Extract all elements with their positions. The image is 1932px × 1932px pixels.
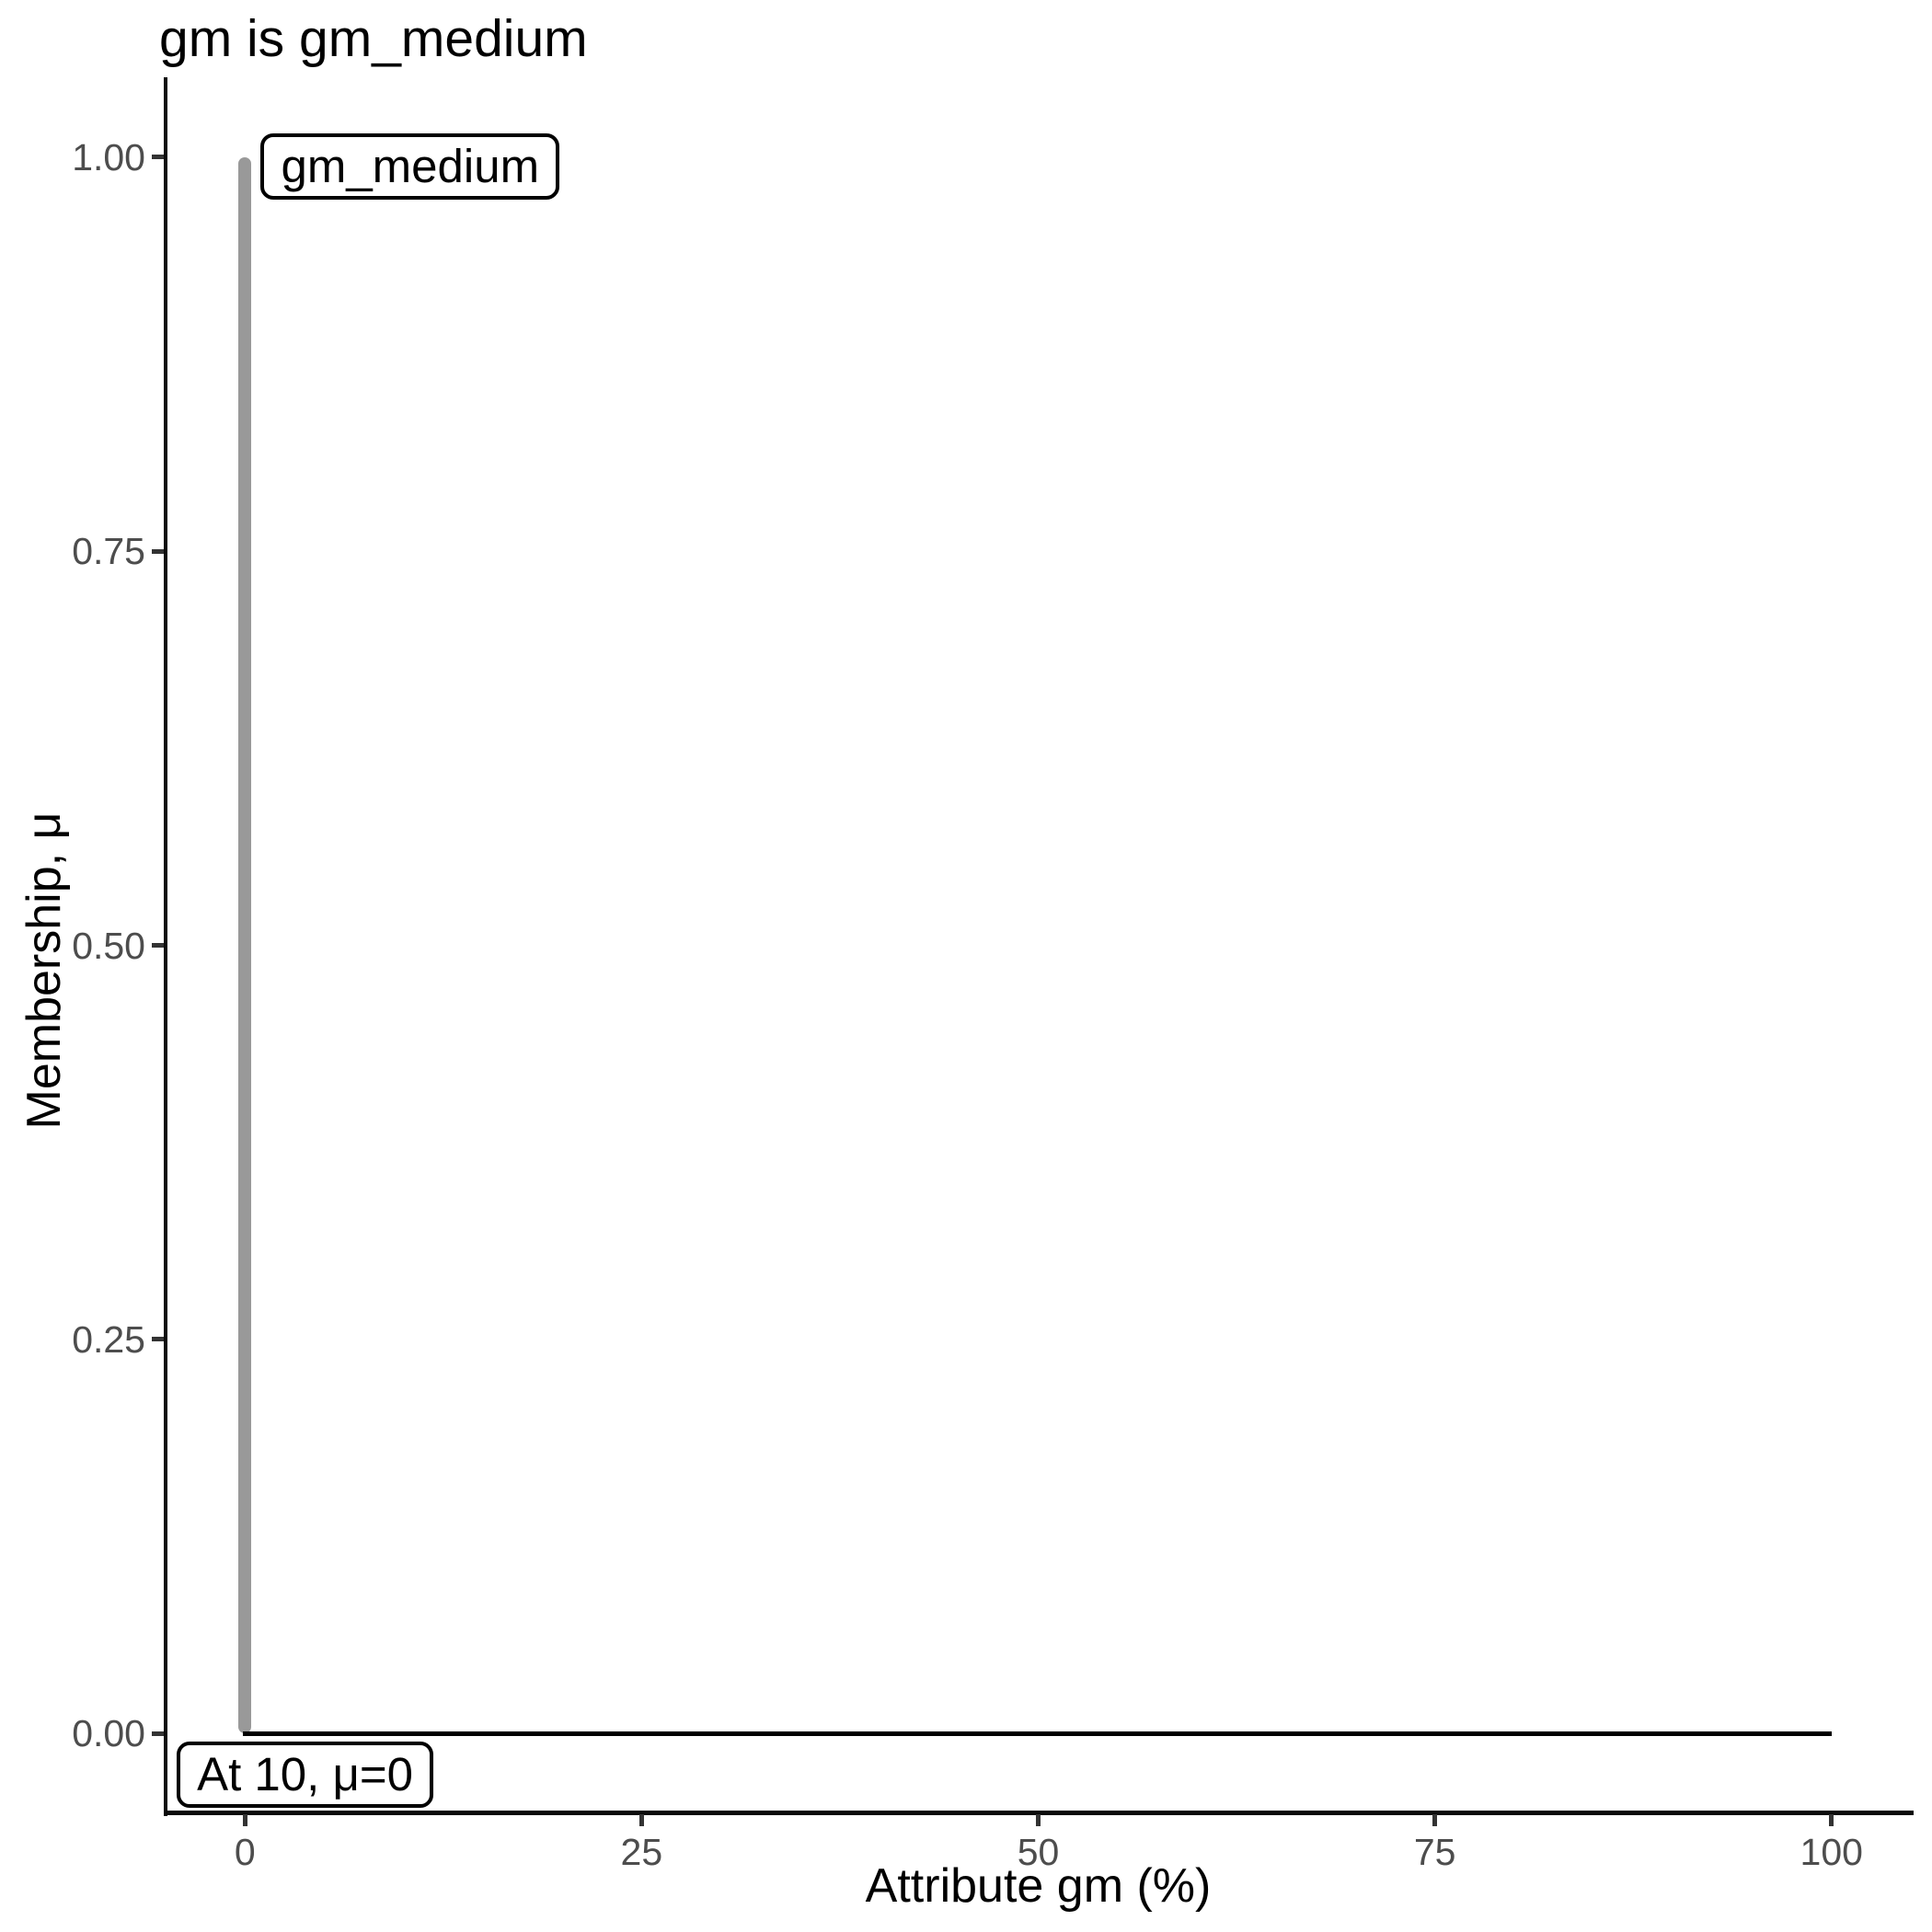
annotation-label-box: At 10, μ=0 bbox=[177, 1741, 434, 1808]
y-tick-mark bbox=[152, 1337, 164, 1342]
y-tick-mark bbox=[152, 943, 164, 948]
x-tick-mark bbox=[638, 1814, 644, 1826]
y-tick-label: 0.25 bbox=[72, 1317, 145, 1361]
x-axis-title: Attribute gm (%) bbox=[865, 1859, 1212, 1913]
y-tick-label: 1.00 bbox=[72, 135, 145, 178]
chart-title: gm is gm_medium bbox=[159, 9, 588, 68]
y-axis-title: Membership, μ bbox=[17, 811, 71, 1130]
membership-zero-baseline-line bbox=[242, 1731, 1832, 1736]
y-tick-mark bbox=[152, 155, 164, 160]
x-tick-mark bbox=[1036, 1814, 1041, 1826]
y-tick-label: 0.75 bbox=[72, 530, 145, 573]
y-tick-mark bbox=[152, 548, 164, 554]
y-tick-mark bbox=[152, 1731, 164, 1736]
y-axis-line bbox=[164, 77, 167, 1816]
x-tick-mark bbox=[242, 1814, 247, 1826]
y-tick-label: 0.00 bbox=[72, 1712, 145, 1755]
x-axis-line bbox=[164, 1811, 1914, 1815]
gm-medium-membership-spike-line bbox=[238, 156, 252, 1734]
x-tick-mark bbox=[1829, 1814, 1834, 1826]
x-tick-mark bbox=[1432, 1814, 1438, 1826]
annotation-label-box: gm_medium bbox=[260, 132, 560, 200]
